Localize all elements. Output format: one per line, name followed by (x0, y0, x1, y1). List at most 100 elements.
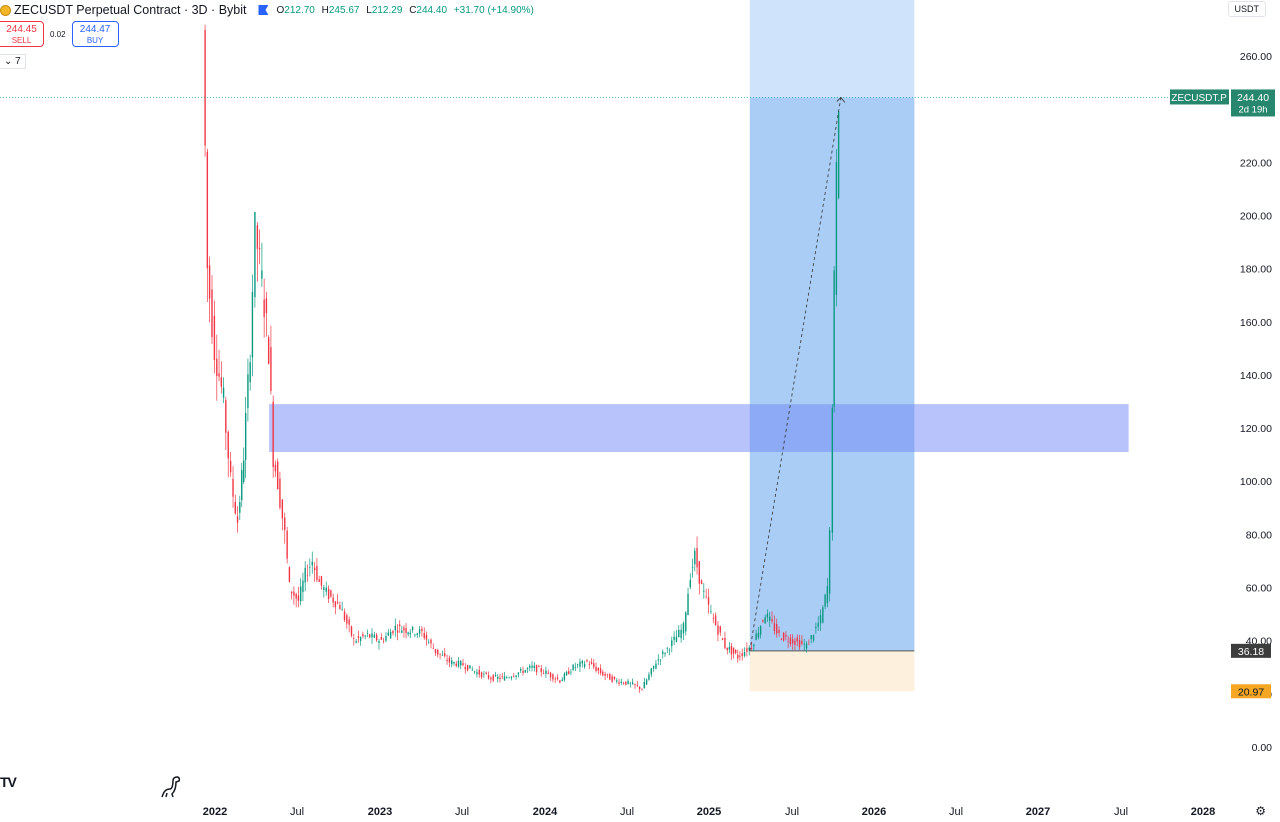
candle-body (407, 632, 409, 635)
indicators-toggle[interactable]: ⌄ 7 (0, 54, 26, 69)
y-tick-label: 160.00 (1240, 317, 1272, 329)
candle-body (595, 666, 597, 672)
candle-body (311, 561, 313, 566)
target-zone (749, 97, 915, 651)
candle-body (780, 639, 783, 640)
candle-body (616, 680, 618, 682)
ohlc-readout: O212.70 H245.67 L212.29 C244.40 +31.70 (… (276, 4, 534, 16)
candle-body (451, 660, 453, 665)
candle-body (538, 666, 540, 667)
candle-body (439, 653, 441, 655)
candle-body (545, 670, 547, 674)
buy-label: BUY (86, 36, 104, 45)
candle-body (220, 377, 223, 387)
symbol-title[interactable]: ZECUSDT Perpetual Contract · 3D · Bybit (14, 3, 247, 17)
candle-body (833, 270, 835, 407)
candle-body (798, 640, 801, 648)
candle-body (272, 401, 274, 468)
symbol-tag: ZECUSDT.P (1171, 93, 1227, 104)
candle-body (284, 517, 286, 530)
candle-body (323, 587, 325, 590)
y-tick-label: 200.00 (1240, 210, 1272, 222)
candle-body (650, 668, 652, 675)
candle-body (218, 373, 220, 377)
x-tick-label: Jul (290, 806, 304, 818)
y-tick-label: 260.00 (1240, 51, 1272, 63)
high-value: 245.67 (328, 4, 360, 16)
candle-body (588, 664, 590, 666)
candle-body (313, 567, 316, 570)
candle-body (211, 289, 213, 338)
candle-body (520, 668, 522, 671)
gear-icon[interactable]: ⚙ (1255, 804, 1266, 818)
candle-body (563, 673, 566, 680)
sell-button[interactable]: 244.45 SELL (0, 21, 44, 47)
x-tick-label: Jul (455, 806, 469, 818)
candle-body (469, 665, 471, 669)
y-tick-label: 180.00 (1240, 264, 1272, 276)
candle-body (222, 387, 225, 398)
candle-body (309, 566, 311, 568)
candle-body (401, 630, 403, 633)
candle-body (710, 611, 712, 613)
buy-button[interactable]: 244.47 BUY (71, 21, 119, 47)
candle-body (373, 634, 376, 638)
candle-body (293, 591, 295, 596)
candle-body (286, 530, 288, 559)
candle-body (743, 652, 746, 656)
indicators-count: 7 (15, 56, 21, 67)
candle-body (247, 374, 249, 409)
candle-body (483, 673, 485, 675)
y-tick-label: 140.00 (1240, 370, 1272, 382)
candle-body (748, 647, 750, 651)
candle-body (732, 647, 735, 654)
candle-body (403, 627, 405, 631)
candle-body (375, 634, 378, 641)
candle-body (208, 265, 211, 299)
candle-body (490, 677, 492, 680)
candle-body (657, 659, 659, 661)
candle-body (265, 298, 268, 314)
candle-body (531, 665, 533, 668)
candle-body (241, 470, 243, 501)
flag-icon[interactable] (258, 5, 269, 15)
candle-body (457, 660, 460, 667)
chevron-down-icon: ⌄ (4, 56, 13, 67)
candle-body (613, 676, 616, 680)
currency-selector[interactable]: USDT (1227, 1, 1266, 17)
candle-body (606, 673, 609, 675)
y-tick-label: 220.00 (1240, 157, 1272, 169)
candle-body (524, 670, 526, 673)
candle-body (499, 677, 501, 680)
candle-body (741, 653, 743, 656)
candle-body (655, 663, 657, 669)
y-tick-label: 60.00 (1246, 583, 1272, 595)
stop-label-bg (1231, 684, 1271, 699)
candle-body (290, 591, 293, 594)
candle-body (604, 673, 606, 676)
candle-body (380, 637, 383, 640)
candle-body (568, 671, 570, 675)
dino-icon[interactable] (160, 775, 182, 799)
candle-body (789, 637, 792, 645)
candle-body (366, 633, 369, 634)
candle-body (726, 647, 728, 651)
candle-body (581, 660, 583, 664)
candle-body (339, 605, 341, 610)
candle-body (631, 682, 634, 685)
candle-body (689, 579, 691, 588)
tradingview-logo-icon[interactable]: TV (0, 774, 17, 790)
candle-body (471, 669, 473, 671)
candle-body (801, 640, 803, 644)
candle-body (815, 626, 817, 629)
candle-body (497, 676, 499, 679)
candle-body (529, 665, 531, 668)
symbol-tag-bg (1170, 89, 1229, 105)
candle-body (586, 660, 588, 662)
candle-body (678, 629, 680, 638)
candle-body (494, 675, 497, 677)
candle-body (258, 248, 261, 250)
candle-body (353, 638, 355, 639)
candle-body (730, 645, 733, 655)
